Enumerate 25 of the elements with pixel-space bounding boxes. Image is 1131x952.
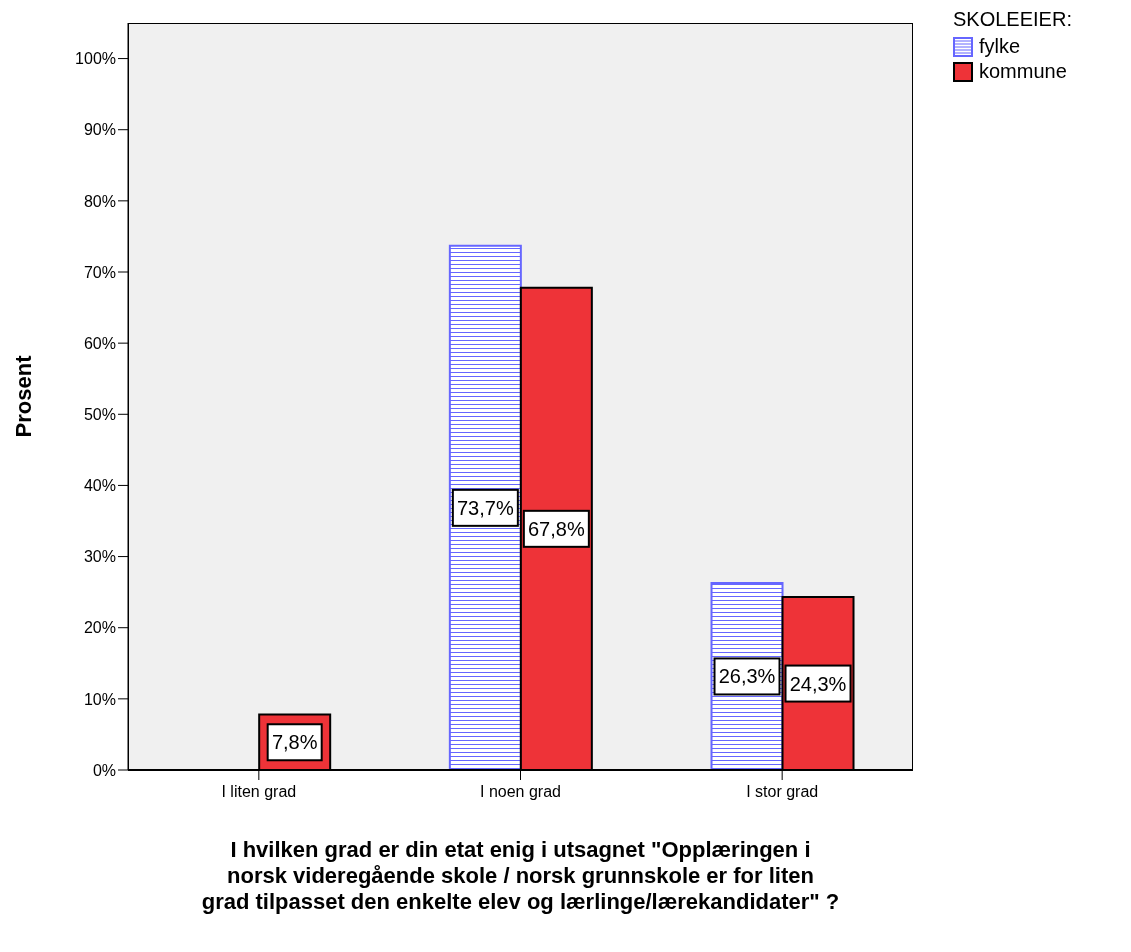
data-label: 67,8% xyxy=(527,517,585,540)
y-tick-label: 100% xyxy=(75,50,116,68)
legend-label: kommune xyxy=(979,60,1067,83)
legend-title: SKOLEEIER: xyxy=(953,8,1073,31)
text: fylke xyxy=(979,35,1021,58)
data-label: 24,3% xyxy=(789,672,847,695)
bar xyxy=(448,244,522,770)
y-axis-title: Prosent xyxy=(10,354,36,438)
y-tick-label: 30% xyxy=(83,548,116,566)
y-tick-label: 10% xyxy=(83,690,116,708)
y-tick-label: 20% xyxy=(83,619,116,637)
y-tick-label: 70% xyxy=(83,263,116,281)
y-tick-label: 50% xyxy=(83,405,116,423)
y-tick-label: 0% xyxy=(92,761,116,779)
y-tick-label: 90% xyxy=(83,121,116,139)
y-tick-label: 60% xyxy=(83,334,116,352)
x-tick-label: I stor grad xyxy=(746,783,819,801)
data-label: 26,3% xyxy=(718,665,776,688)
y-tick-label: 80% xyxy=(83,192,116,210)
y-tick-label: 40% xyxy=(83,477,116,495)
x-tick-label: I liten grad xyxy=(221,783,297,801)
x-tick-label: I noen grad xyxy=(480,783,561,801)
x-axis-title: I hvilken grad er din etat enig i utsagnet "Opplæringen i norsk videregående skole / norsk grunnskole er for liten grad tilpasset den enkelte elev og lærlinge/lærekandidater" ? xyxy=(200,837,841,915)
data-label: 73,7% xyxy=(456,496,514,519)
data-label: 7,8% xyxy=(271,731,318,754)
